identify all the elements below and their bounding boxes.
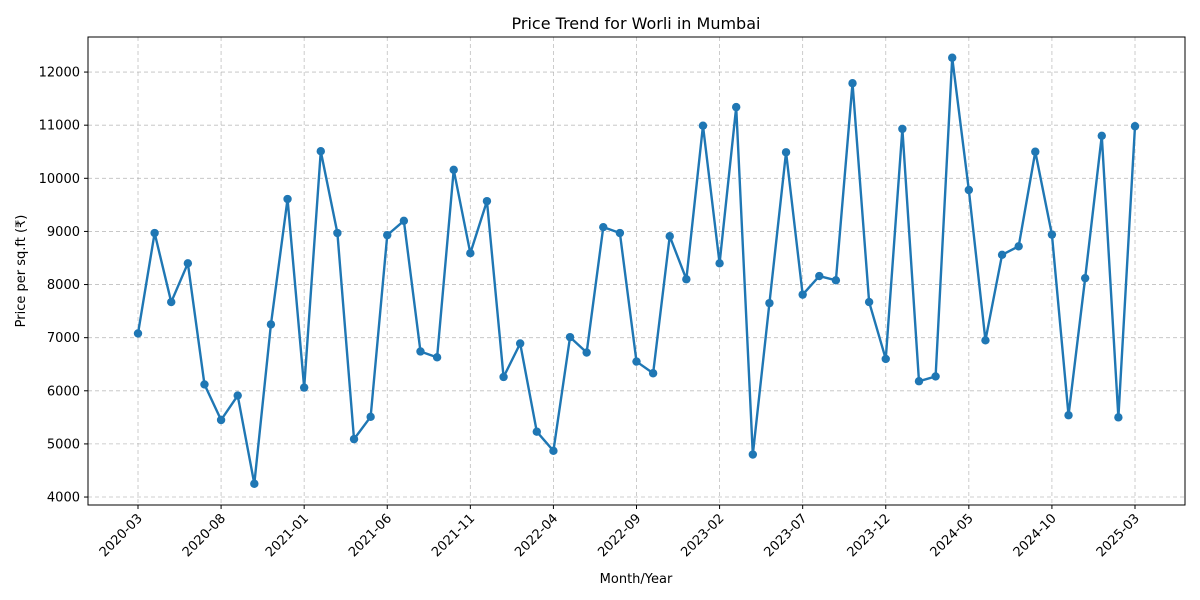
x-axis-label: Month/Year (600, 572, 673, 587)
y-axis-label: Price per sq.ft (₹) (14, 215, 29, 328)
y-tick-label: 9000 (47, 225, 80, 240)
y-tick-label: 7000 (47, 331, 80, 346)
y-tick-label: 5000 (47, 437, 80, 452)
y-tick-label: 12000 (39, 66, 80, 81)
data-point (349, 434, 359, 444)
data-point (383, 230, 392, 240)
data-point (715, 259, 724, 268)
data-point (1031, 147, 1040, 156)
data-point (1130, 122, 1140, 131)
data-point (532, 427, 541, 436)
data-point (748, 450, 758, 459)
data-point (632, 357, 641, 366)
data-point (466, 249, 475, 258)
data-point (914, 377, 924, 386)
data-point (732, 102, 741, 112)
data-point (1014, 242, 1023, 251)
data-point (898, 124, 907, 134)
data-point (948, 53, 957, 62)
data-point (482, 196, 492, 206)
data-point (781, 148, 791, 157)
data-point (366, 412, 375, 422)
data-point (698, 121, 708, 130)
data-point (798, 290, 807, 299)
data-point (831, 276, 841, 285)
data-point (565, 332, 575, 342)
data-point (150, 228, 159, 238)
data-point (233, 391, 242, 400)
data-point (183, 259, 193, 268)
data-point (981, 336, 990, 345)
data-point (216, 415, 226, 425)
data-point (665, 232, 674, 241)
grid (88, 37, 1185, 505)
data-point (299, 383, 309, 392)
data-point (1080, 273, 1090, 283)
chart-title: Price Trend for Worli in Mumbai (512, 14, 761, 33)
data-point (266, 320, 276, 329)
series-layer (133, 53, 1140, 488)
y-tick-label: 10000 (39, 172, 80, 187)
data-point (815, 271, 824, 281)
data-point (582, 348, 591, 357)
data-point (881, 354, 890, 364)
data-point (615, 228, 625, 238)
data-point (1097, 131, 1106, 141)
data-point (964, 185, 974, 195)
data-point (648, 369, 658, 378)
data-point (864, 297, 874, 307)
data-point (333, 228, 342, 238)
data-point (549, 446, 558, 456)
data-point (250, 479, 259, 488)
y-tick-label: 11000 (39, 119, 80, 134)
data-point (283, 194, 292, 204)
data-point (316, 147, 325, 156)
data-point (167, 297, 176, 307)
y-tick-label: 6000 (47, 384, 80, 399)
data-point (399, 216, 409, 225)
data-point (499, 372, 508, 382)
data-point (200, 380, 209, 389)
data-point (997, 250, 1007, 259)
data-point (1114, 413, 1123, 422)
data-point (449, 165, 458, 174)
data-point (599, 222, 608, 232)
data-point (931, 372, 940, 381)
data-point (515, 339, 525, 348)
y-tick-label: 8000 (47, 278, 80, 293)
data-point (848, 79, 857, 88)
data-point (416, 347, 425, 356)
data-point (133, 329, 143, 338)
data-point (432, 353, 442, 362)
y-tick-label: 4000 (47, 491, 80, 506)
data-point (1047, 230, 1057, 239)
data-point (765, 298, 774, 308)
data-point (682, 275, 691, 284)
data-point (1064, 411, 1073, 420)
